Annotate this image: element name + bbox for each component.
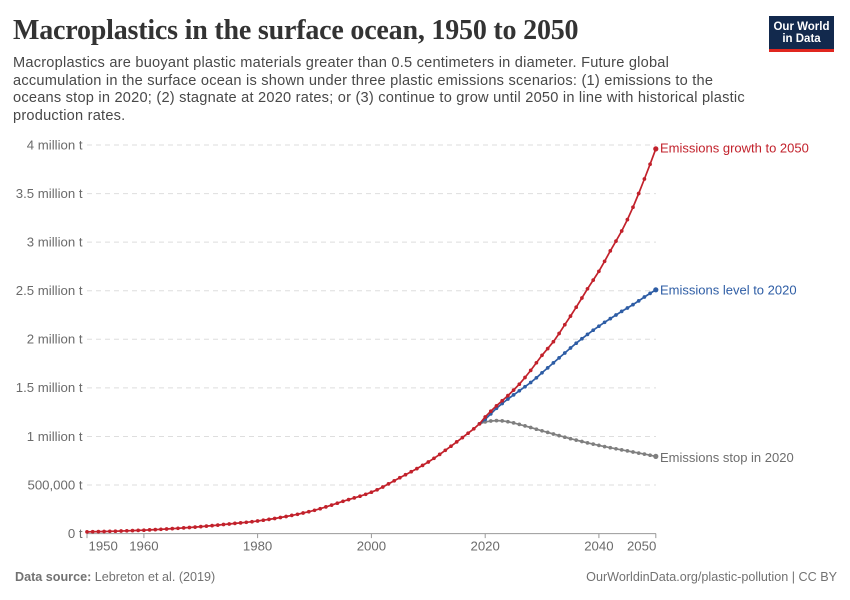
svg-text:Emissions growth to 2050: Emissions growth to 2050: [660, 141, 809, 156]
svg-text:2050: 2050: [627, 538, 656, 553]
svg-text:1960: 1960: [129, 538, 158, 553]
svg-text:1 million t: 1 million t: [27, 429, 83, 444]
svg-text:3 million t: 3 million t: [27, 234, 83, 249]
svg-text:2020: 2020: [471, 538, 500, 553]
svg-text:Emissions stop in 2020: Emissions stop in 2020: [660, 450, 794, 465]
svg-text:1950: 1950: [89, 538, 118, 553]
svg-text:3.5 million t: 3.5 million t: [16, 186, 83, 201]
svg-text:2040: 2040: [584, 538, 613, 553]
svg-text:1980: 1980: [243, 538, 272, 553]
svg-text:1.5 million t: 1.5 million t: [16, 380, 83, 395]
svg-text:2.5 million t: 2.5 million t: [16, 283, 83, 298]
svg-text:0 t: 0 t: [68, 526, 83, 541]
svg-text:2 million t: 2 million t: [27, 332, 83, 347]
svg-text:2000: 2000: [357, 538, 386, 553]
svg-text:500,000 t: 500,000 t: [28, 477, 83, 492]
svg-text:4 million t: 4 million t: [27, 137, 83, 152]
svg-text:Emissions level to 2020: Emissions level to 2020: [660, 283, 797, 298]
